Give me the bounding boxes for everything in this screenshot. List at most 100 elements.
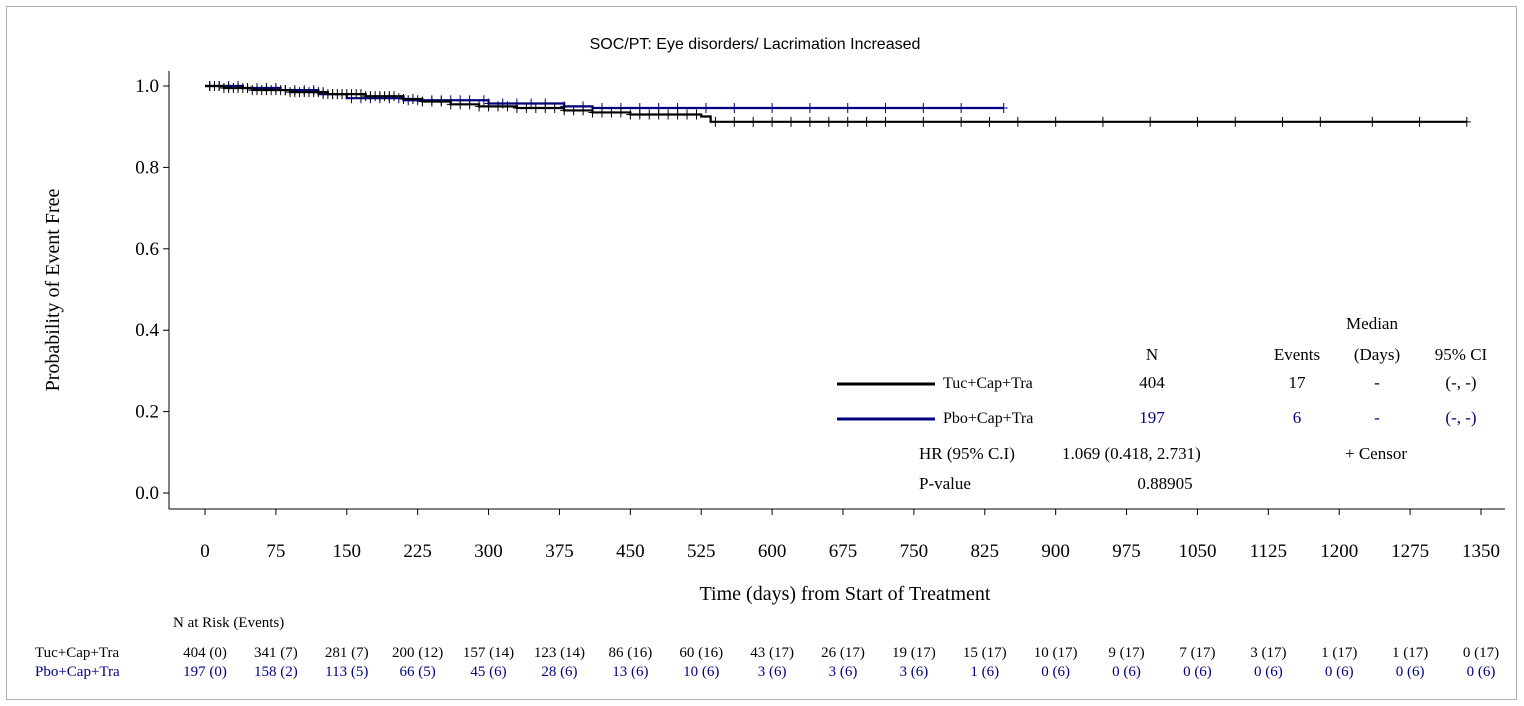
censor-mark: [824, 116, 833, 127]
legend-header-events: Events: [1274, 345, 1320, 364]
risk-table: N at Risk (Events) Tuc+Cap+Tra 404 (0) 341 …: [35, 615, 1499, 680]
risk-cell: 66 (5): [400, 664, 436, 680]
risk-cell: 281 (7): [325, 645, 369, 661]
censor-mark: [692, 109, 701, 120]
risk-cell: 200 (12): [392, 645, 443, 661]
censor-mark: [1193, 116, 1202, 127]
risk-cell: 28 (6): [541, 664, 577, 680]
censor-mark: [999, 102, 1008, 113]
risk-cell: 43 (17): [750, 645, 794, 661]
legend-header-days: (Days): [1354, 345, 1400, 364]
plot-series: [205, 81, 1471, 127]
x-tick-label: 450: [616, 541, 645, 562]
risk-cell: 45 (6): [470, 664, 506, 680]
legend-header-n: N: [1146, 345, 1158, 364]
legend-n: 404: [1139, 373, 1165, 392]
hr-label: HR (95% C.I): [919, 444, 1015, 463]
x-tick-label: 375: [545, 541, 574, 562]
chart-frame: SOC/PT: Eye disorders/ Lacrimation Incre…: [6, 6, 1517, 700]
censor-mark: [427, 96, 436, 107]
y-tick-label: 0.0: [135, 483, 159, 504]
legend-header-median: Median: [1346, 314, 1398, 333]
censor-mark: [862, 116, 871, 127]
censor-legend: + Censor: [1345, 444, 1407, 463]
risk-cell: 10 (17): [1034, 645, 1078, 661]
censor-mark: [446, 99, 455, 110]
y-tick-label: 0.4: [135, 320, 159, 341]
censor-mark: [805, 102, 814, 113]
censor-mark: [356, 89, 365, 100]
censor-mark: [456, 99, 465, 110]
censor-mark: [479, 95, 488, 106]
censor-mark: [541, 102, 550, 113]
risk-cell: 341 (7): [254, 645, 298, 661]
x-tick-label: 1050: [1178, 541, 1216, 562]
censor-mark: [957, 102, 966, 113]
censor-mark: [215, 81, 224, 91]
risk-cell: 1 (17): [1392, 645, 1428, 661]
x-tick-label: 825: [971, 541, 1000, 562]
censor-mark: [805, 116, 814, 127]
risk-cell: 158 (2): [254, 664, 298, 680]
x-tick-label: 900: [1041, 541, 1070, 562]
legend-label: Tuc+Cap+Tra: [943, 375, 1033, 392]
censor-mark: [465, 99, 474, 110]
censor-mark: [1278, 116, 1287, 127]
legend-median: -: [1374, 408, 1380, 427]
risk-cell: 60 (16): [679, 645, 723, 661]
censor-mark: [484, 101, 493, 112]
km-chart: SOC/PT: Eye disorders/ Lacrimation Incre…: [35, 36, 1505, 680]
censor-mark: [1146, 116, 1155, 127]
risk-cell: 13 (6): [612, 664, 648, 680]
censor-mark: [787, 116, 796, 127]
risk-row-label: Pbo+Cap+Tra: [35, 664, 120, 680]
censor-mark: [281, 85, 290, 96]
series-line-Pbo+Cap+Tra: [205, 84, 1004, 110]
chart-title: SOC/PT: Eye disorders/ Lacrimation Incre…: [590, 36, 921, 53]
censor-mark: [413, 95, 422, 106]
risk-cell: 7 (17): [1179, 645, 1215, 661]
censor-mark: [768, 116, 777, 127]
risk-cell: 9 (17): [1108, 645, 1144, 661]
risk-cell: 113 (5): [325, 664, 368, 680]
censor-mark: [390, 91, 399, 102]
risk-row-label: Tuc+Cap+Tra: [35, 645, 120, 661]
censor-mark: [569, 105, 578, 116]
censor-mark: [607, 107, 616, 118]
risk-cell: 123 (14): [534, 645, 585, 661]
x-tick-label: 600: [758, 541, 787, 562]
y-tick-label: 0.6: [135, 239, 159, 260]
censor-mark: [1368, 116, 1377, 127]
legend-events: 6: [1293, 408, 1302, 427]
y-tick-label: 0.8: [135, 157, 159, 178]
censor-mark: [843, 102, 852, 113]
censor-mark: [730, 116, 739, 127]
censor-mark: [654, 109, 663, 120]
censor-mark: [399, 94, 408, 105]
censor-mark: [418, 96, 427, 107]
x-axis-label: Time (days) from Start of Treatment: [700, 583, 991, 605]
censor-mark: [1013, 116, 1022, 127]
risk-cell: 0 (6): [1112, 664, 1141, 680]
censor-mark: [531, 102, 540, 113]
legend-median: -: [1374, 373, 1380, 392]
risk-cell: 0 (6): [1041, 664, 1070, 680]
censor-mark: [1231, 116, 1240, 127]
censor-mark: [711, 116, 720, 127]
risk-cell: 0 (6): [1396, 664, 1425, 680]
risk-cell: 0 (17): [1463, 645, 1499, 661]
risk-cell: 15 (17): [963, 645, 1007, 661]
x-tick-label: 150: [333, 541, 362, 562]
y-tick-label: 0.2: [135, 402, 159, 423]
censor-mark: [919, 102, 928, 113]
risk-cell: 86 (16): [608, 645, 652, 661]
x-tick-label: 75: [266, 541, 285, 562]
censor-mark: [768, 102, 777, 113]
censor-mark: [494, 101, 503, 112]
censor-mark: [522, 102, 531, 113]
x-tick-label: 225: [403, 541, 432, 562]
x-tick-label: 0: [200, 541, 210, 562]
risk-cell: 197 (0): [183, 664, 227, 680]
legend-ci: (-, -): [1445, 373, 1476, 392]
y-axis-label: Probability of Event Free: [42, 189, 64, 392]
